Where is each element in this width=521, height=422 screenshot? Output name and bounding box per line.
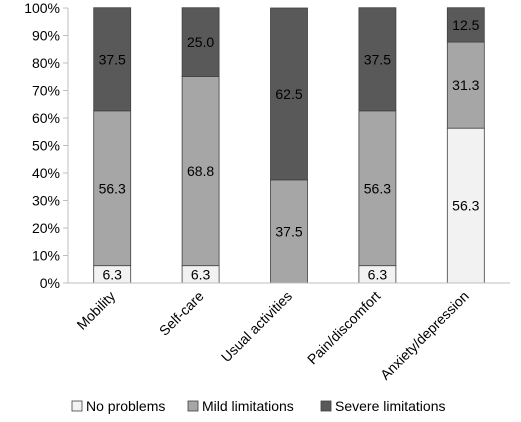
legend-label: No problems xyxy=(86,398,165,414)
data-label: 56.3 xyxy=(99,180,126,196)
x-category-label: Self-care xyxy=(156,288,207,339)
legend-swatch xyxy=(187,400,199,412)
x-category-label: Pain/discomfort xyxy=(304,288,384,368)
bar-segment xyxy=(270,7,308,181)
bar-segment xyxy=(446,41,485,129)
bars: 6.3 56.3 37.5 6.3 68.8 25.0 37.5 62.5 6.3 56.3 37.… xyxy=(93,7,485,284)
data-label: 25.0 xyxy=(187,34,214,50)
data-label: 6.3 xyxy=(102,266,122,282)
data-label: 37.5 xyxy=(99,51,126,67)
y-tick-label: 50% xyxy=(32,138,60,154)
bar-segment xyxy=(93,7,132,112)
data-label: 6.3 xyxy=(368,266,388,282)
x-category-label: Usual activities xyxy=(218,288,295,365)
data-label: 37.5 xyxy=(364,51,391,67)
y-tick-label: 80% xyxy=(32,55,60,71)
bar-segment xyxy=(93,110,132,267)
x-category-label: Mobility xyxy=(73,288,118,333)
bar-segment xyxy=(358,110,397,267)
y-tick-label: 90% xyxy=(32,28,60,44)
data-label: 12.5 xyxy=(452,17,479,33)
data-label: 6.3 xyxy=(191,266,211,282)
legend-swatch xyxy=(71,400,83,412)
data-label: 56.3 xyxy=(452,198,479,214)
y-tick-label: 60% xyxy=(32,110,60,126)
data-label: 62.5 xyxy=(275,86,302,102)
y-tick-label: 0% xyxy=(40,275,60,291)
legend-label: Severe limitations xyxy=(335,398,446,414)
bar-segment xyxy=(270,179,308,284)
bar-segment xyxy=(181,7,220,77)
legend: No problems Mild limitations Severe limita… xyxy=(71,398,446,414)
y-tick-label: 10% xyxy=(32,248,60,264)
legend-label: Mild limitations xyxy=(202,398,294,414)
y-tick-label: 20% xyxy=(32,220,60,236)
data-label: 37.5 xyxy=(275,223,302,239)
y-axis: 0% 10% 20% 30% 40% 50% 60% 70% 80% 90% 100% xyxy=(24,0,69,291)
y-tick-label: 100% xyxy=(24,0,60,16)
data-label: 31.3 xyxy=(452,77,479,93)
y-tick-label: 40% xyxy=(32,165,60,181)
y-tick-label: 70% xyxy=(32,83,60,99)
data-label: 68.8 xyxy=(187,163,214,179)
legend-swatch xyxy=(320,400,332,412)
y-tick-label: 30% xyxy=(32,193,60,209)
data-label: 56.3 xyxy=(364,180,391,196)
bar-segment xyxy=(446,127,485,284)
bar-segment xyxy=(446,7,485,43)
bar-segment xyxy=(358,7,397,112)
x-axis: Mobility Self-care Usual activities Pain/di… xyxy=(68,282,510,383)
x-category-label: Anxiety/depression xyxy=(377,288,472,383)
